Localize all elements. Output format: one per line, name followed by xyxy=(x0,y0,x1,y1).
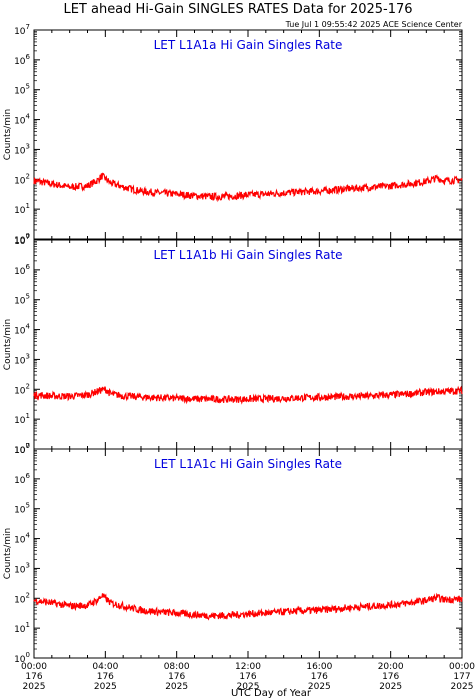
plot-frame xyxy=(33,239,463,450)
data-trace xyxy=(33,385,463,405)
y-tick-label: 104 xyxy=(14,113,30,127)
y-tick-label: 107 xyxy=(14,233,30,247)
timestamp: Tue Jul 1 09:55:42 2025 ACE Science Cent… xyxy=(285,20,463,29)
x-tick-time: 20:00 xyxy=(378,662,404,672)
x-tick-year: 2025 xyxy=(379,682,402,692)
y-tick-label: 102 xyxy=(14,172,30,186)
x-tick-time: 16:00 xyxy=(306,662,332,672)
y-tick-label: 105 xyxy=(14,83,30,97)
chart-panel: 100 101 102 103 104 105 106 107 Counts/min LET L1… xyxy=(3,23,463,246)
y-tick-label: 100 xyxy=(14,442,30,456)
panels: 100 101 102 103 104 105 106 107 Counts/min LET L1… xyxy=(3,23,475,692)
data-trace xyxy=(33,592,463,621)
x-tick-year: 2025 xyxy=(165,682,188,692)
x-tick-year: 2025 xyxy=(237,682,260,692)
y-axis-label: Counts/min xyxy=(3,528,13,579)
y-tick-label: 107 xyxy=(14,442,30,456)
x-tick-time: 04:00 xyxy=(92,662,118,672)
x-axis-label: UTC Day of Year xyxy=(231,688,312,699)
y-tick-label: 104 xyxy=(14,323,30,337)
plot-frame xyxy=(33,448,463,659)
chart-panel: 100 101 102 103 104 105 106 107 Counts/min LET L1… xyxy=(3,442,475,692)
y-tick-label: 105 xyxy=(14,502,30,516)
x-tick-doy: 176 xyxy=(25,672,42,682)
data-trace xyxy=(33,172,463,203)
panel-title: LET L1A1b Hi Gain Singles Rate xyxy=(153,248,342,262)
y-tick-label: 101 xyxy=(14,202,30,216)
x-tick-doy: 176 xyxy=(382,672,399,682)
plot-frame xyxy=(33,29,463,240)
y-tick-label: 106 xyxy=(14,53,30,67)
y-tick-label: 100 xyxy=(14,651,30,665)
y-tick-label: 103 xyxy=(14,352,30,366)
x-tick-doy: 176 xyxy=(311,672,328,682)
y-axis-label: Counts/min xyxy=(3,109,13,160)
y-tick-label: 104 xyxy=(14,532,30,546)
y-tick-label: 101 xyxy=(14,412,30,426)
panel-title: LET L1A1a Hi Gain Singles Rate xyxy=(154,38,343,52)
x-tick-year: 2025 xyxy=(94,682,117,692)
x-tick-doy: 176 xyxy=(168,672,185,682)
x-tick-year: 2025 xyxy=(451,682,474,692)
x-tick-doy: 176 xyxy=(239,672,256,682)
y-tick-label: 106 xyxy=(14,263,30,277)
x-tick-time: 12:00 xyxy=(235,662,261,672)
x-tick-time: 00:00 xyxy=(449,662,475,672)
y-axis-label: Counts/min xyxy=(3,319,13,370)
panel-title: LET L1A1c Hi Gain Singles Rate xyxy=(154,457,342,471)
y-tick-label: 101 xyxy=(14,621,30,635)
y-tick-label: 107 xyxy=(14,23,30,37)
chart-panel: 100 101 102 103 104 105 106 107 Counts/min LET L1… xyxy=(3,233,463,456)
y-tick-label: 106 xyxy=(14,472,30,486)
y-tick-label: 102 xyxy=(14,591,30,605)
x-tick-year: 2025 xyxy=(23,682,46,692)
y-tick-label: 103 xyxy=(14,561,30,575)
y-tick-label: 100 xyxy=(14,232,30,246)
figure-title: LET ahead Hi-Gain SINGLES RATES Data for… xyxy=(63,2,412,17)
y-tick-label: 105 xyxy=(14,293,30,307)
x-tick-time: 00:00 xyxy=(21,662,47,672)
y-tick-label: 102 xyxy=(14,382,30,396)
x-tick-doy: 176 xyxy=(97,672,114,682)
x-tick-year: 2025 xyxy=(308,682,331,692)
x-tick-time: 08:00 xyxy=(164,662,190,672)
x-tick-doy: 177 xyxy=(453,672,470,682)
y-tick-label: 103 xyxy=(14,142,30,156)
